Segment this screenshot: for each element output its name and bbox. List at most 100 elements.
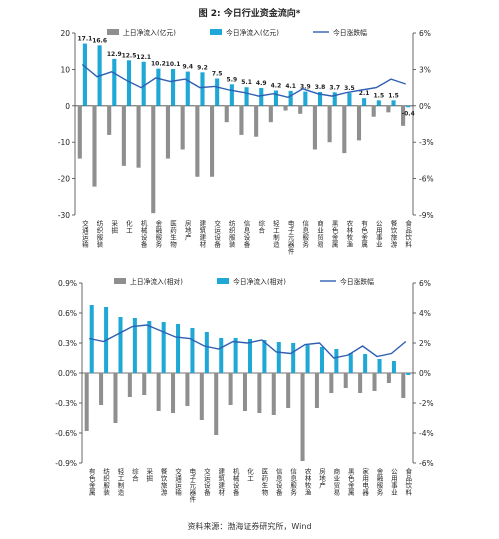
bar-today <box>376 100 381 106</box>
y2-tick-label: 2% <box>419 339 431 348</box>
legend-label: 今日涨跌幅 <box>340 277 374 286</box>
bar-prev-day <box>92 105 97 187</box>
y-tick-label: 20 <box>60 29 70 38</box>
bar-prev-day <box>401 105 406 126</box>
legend-label: 今日涨跌幅 <box>333 28 367 37</box>
y2-tick-label: 0% <box>419 369 431 378</box>
bar-prev-day <box>199 373 204 420</box>
bar-prev-day <box>298 105 303 114</box>
category-label: 食品饮料 <box>404 219 412 249</box>
legend-label: 今日净流入(亿元) <box>226 28 279 37</box>
y2-tick-label: 3% <box>419 65 431 74</box>
bar-today <box>215 78 220 106</box>
bar-today <box>171 69 176 106</box>
bar-today <box>347 93 352 106</box>
data-label: 1.5 <box>373 92 384 99</box>
category-label: 有色金属 <box>360 219 368 249</box>
y2-tick-label: -6% <box>419 175 434 184</box>
category-label: 农林牧渔 <box>303 467 311 497</box>
bar-prev-day <box>401 373 406 398</box>
category-label: 医药生物 <box>169 220 177 249</box>
bar-today <box>291 343 296 373</box>
bar-today <box>161 322 166 373</box>
legend-label: 今日净流入(相对) <box>233 277 286 286</box>
bar-prev-day <box>300 373 305 461</box>
bar-prev-day <box>271 373 276 415</box>
category-label: 轻工制造 <box>116 467 124 497</box>
category-label: 交运设备 <box>213 219 221 249</box>
bar-today <box>303 91 308 106</box>
bar-prev-day <box>224 105 229 123</box>
category-label: 建筑建材 <box>198 219 206 248</box>
category-label: 采掘 <box>110 219 118 235</box>
category-label: 信息设备 <box>242 219 250 249</box>
legend-label: 上日净流入(相对) <box>130 277 183 286</box>
data-label: 4.9 <box>256 80 267 87</box>
bar-today <box>219 338 224 373</box>
bar-today <box>348 353 353 373</box>
bar-prev-day <box>257 373 262 413</box>
bar-prev-day <box>254 105 259 137</box>
data-label: 3.9 <box>300 84 311 91</box>
data-label: 12.9 <box>107 51 122 58</box>
y-tick-label: -0.3% <box>55 399 77 408</box>
bar-today <box>229 84 234 106</box>
bar-today <box>391 361 396 373</box>
bar-today <box>156 68 161 106</box>
y2-tick-label: 0% <box>419 102 431 111</box>
bar-prev-day <box>312 105 317 150</box>
industry-flow-chart-2: 0.9% 0.6% 0.3% 0.0% -0.3% -0.6% -0.9% 6% 4% 2% 0% -… <box>55 277 434 504</box>
change-line <box>81 63 406 99</box>
bar-today <box>112 58 117 106</box>
bar-today <box>233 338 238 373</box>
data-label: 5.9 <box>227 76 238 83</box>
legend-swatch-prev <box>114 278 126 284</box>
bar-today <box>141 61 146 106</box>
category-label: 纺织服装 <box>95 219 103 249</box>
category-label: 交通运输 <box>174 467 182 497</box>
legend-swatch-prev <box>107 29 119 35</box>
category-label: 有色金属 <box>87 467 95 497</box>
legend: 上日净流入(相对) 今日净流入(相对) 今日涨跌幅 <box>114 277 374 286</box>
bar-today <box>132 318 137 373</box>
data-label: 16.6 <box>92 37 107 44</box>
data-label: 4.1 <box>285 83 296 90</box>
y2-tick-label: -2% <box>419 399 434 408</box>
bar-prev-day <box>386 105 391 113</box>
y-tick-label: 0.9% <box>58 279 77 288</box>
y-tick-label: -10 <box>58 138 70 147</box>
y-tick-label: -30 <box>58 211 70 220</box>
category-label: 信息服务 <box>289 467 297 497</box>
bar-prev-day <box>314 373 319 408</box>
bar-prev-day <box>214 373 219 435</box>
category-label: 房地产 <box>317 467 325 490</box>
bar-prev-day <box>77 105 82 159</box>
bar-prev-day <box>113 373 118 423</box>
bar-prev-day <box>372 373 377 391</box>
bar-today <box>176 324 181 373</box>
category-label: 采掘 <box>145 467 153 483</box>
category-label: 餐饮旅游 <box>389 219 397 249</box>
category-label: 纺织服装 <box>227 219 235 249</box>
bar-prev-day <box>165 105 171 159</box>
bar-prev-day <box>228 373 233 405</box>
figure-title: 图 2: 今日行业资金流向* <box>198 9 301 19</box>
category-label: 电子元器件 <box>286 219 294 256</box>
legend-label: 上日净流入(亿元) <box>123 28 176 37</box>
data-label: 2.1 <box>359 90 370 97</box>
data-label: 12.5 <box>122 52 137 59</box>
y-tick-label: -20 <box>58 175 70 184</box>
data-label: 7.5 <box>212 71 223 78</box>
bar-prev-day <box>99 373 104 405</box>
category-label: 餐饮旅游 <box>159 467 167 497</box>
y-tick-label: 0 <box>65 102 70 111</box>
bar-prev-day <box>342 105 347 154</box>
data-label: 9.2 <box>197 64 208 71</box>
category-label: 机械设备 <box>139 219 147 249</box>
category-label: 信息设备 <box>274 467 282 497</box>
y-tick-label: 10 <box>60 65 70 74</box>
bar-today <box>332 92 337 106</box>
data-label: 3.5 <box>344 85 355 92</box>
data-label: 17.1 <box>77 36 92 43</box>
category-label: 房地产 <box>183 219 191 242</box>
